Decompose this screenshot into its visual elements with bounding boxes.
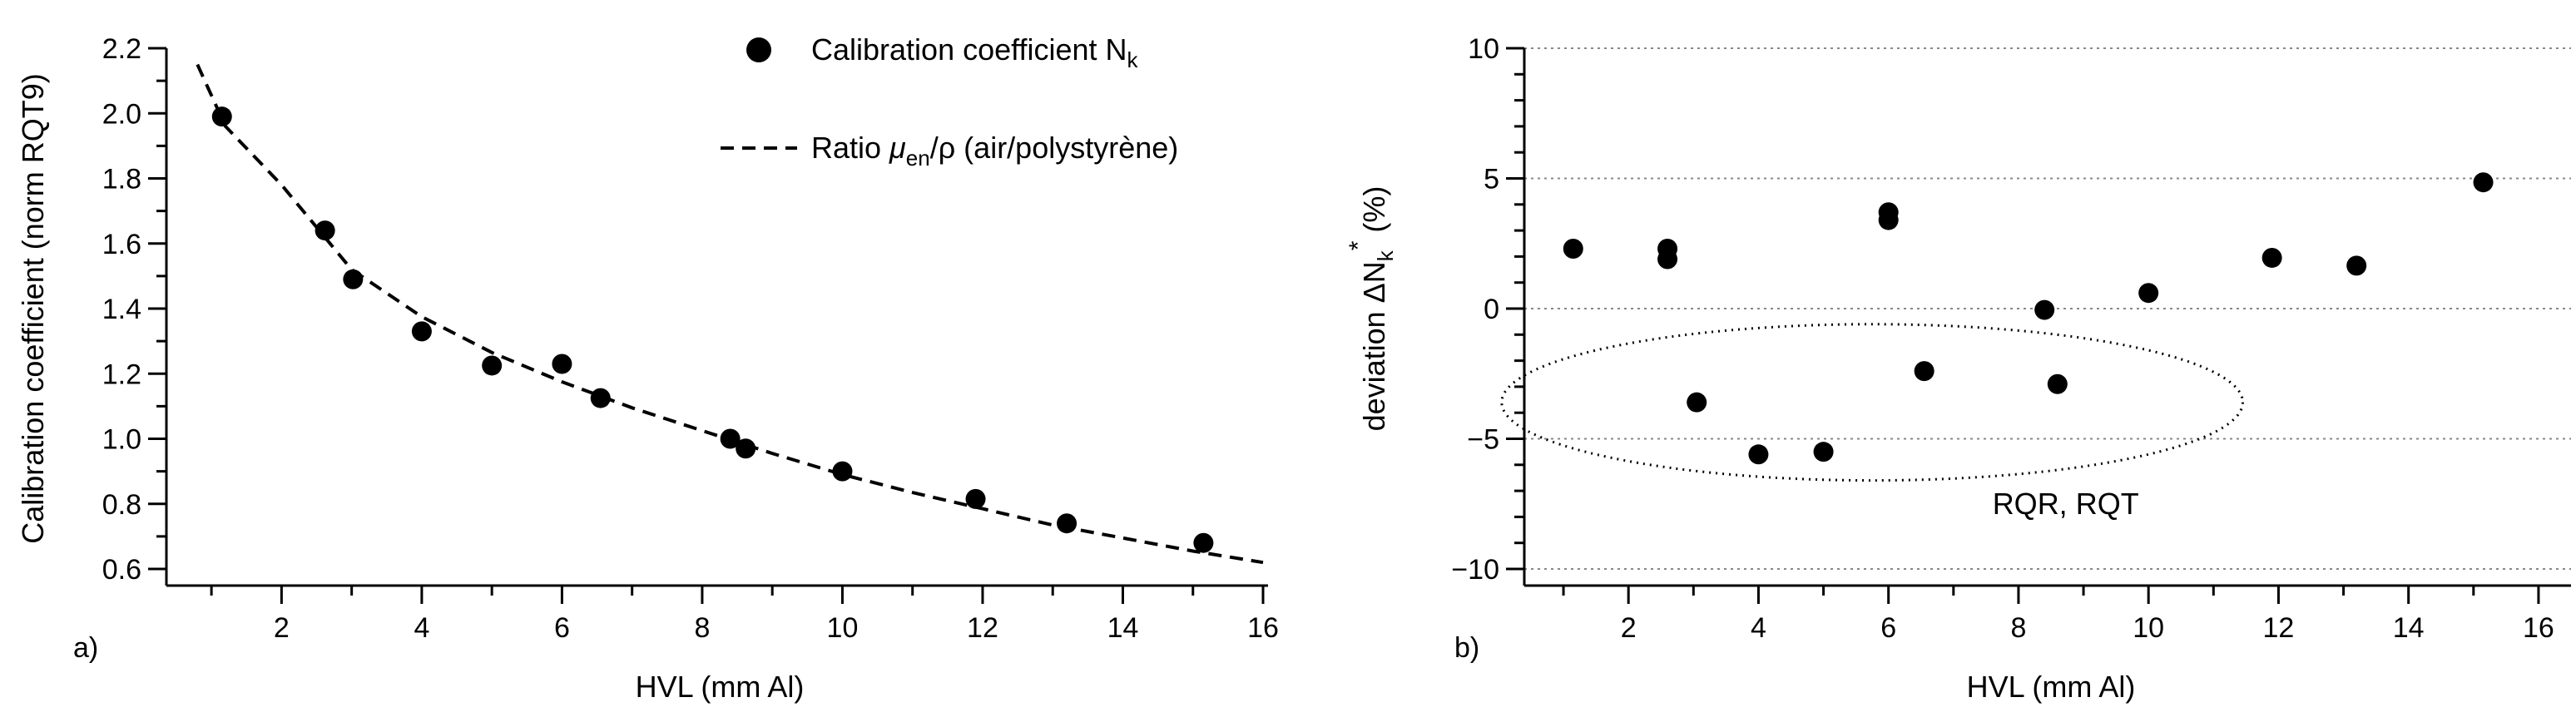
panel-a: 2 4 6 8 10 12 14 160.60.81.01.21.41.61.82.02.2 … xyxy=(16,32,1279,704)
deviation-point xyxy=(2138,283,2159,304)
calibration-point xyxy=(832,461,853,482)
panel-b-axes: 2 4 6 8 10 12 14 16 −10 −5 0 5 10 xyxy=(1451,33,2571,644)
panel-a-y-tick-label: 1.8 xyxy=(102,164,141,195)
panel-a-x-tick-label: 2 xyxy=(274,612,290,644)
calibration-point xyxy=(590,388,611,408)
calibration-point xyxy=(482,355,503,376)
panel-b-x-tick-label: 4 xyxy=(1751,612,1766,644)
panel-b-x-tick-label: 16 xyxy=(2523,612,2554,644)
deviation-point xyxy=(2261,247,2282,268)
panel-a-x-tick-label: 4 xyxy=(414,612,429,644)
deviation-point xyxy=(2346,255,2367,276)
panel-b-x-axis-title: HVL (mm Al) xyxy=(1967,670,2136,704)
panel-b-x-tick-label: 14 xyxy=(2393,612,2425,644)
panel-b-label: b) xyxy=(1454,632,1479,664)
panel-b-y-tick-label: −10 xyxy=(1451,554,1499,586)
panel-a-axes: 2 4 6 8 10 12 14 16 0.6 0.8 1.0 1.2 1.4 1.6 1.8 2.0 2.2 xyxy=(102,33,1279,644)
panel-b-x-tick-label: 10 xyxy=(2133,612,2164,644)
deviation-point xyxy=(1563,239,1583,260)
deviation-point xyxy=(1813,442,1834,462)
panel-a-y-tick-label: 1.6 xyxy=(102,229,141,260)
calibration-point xyxy=(720,428,741,449)
panel-a-x-tick-label: 8 xyxy=(694,612,710,644)
deviation-point xyxy=(2047,373,2068,394)
calibration-point xyxy=(736,438,756,459)
panel-b-y-tick-label: 10 xyxy=(1468,33,1499,65)
panel-b-y-tick-label: −5 xyxy=(1467,424,1499,456)
annotation-ellipse xyxy=(1500,323,2244,482)
annotation-label: RQR, RQT xyxy=(1993,487,2139,521)
deviation-point xyxy=(2034,299,2055,320)
calibration-point xyxy=(552,354,572,374)
panel-a-x-tick-label: 12 xyxy=(967,612,998,644)
panel-a-y-tick-label: 0.8 xyxy=(102,489,141,521)
panel-b-y-axis-title: deviation ΔNk* (%) xyxy=(1345,186,1398,432)
panel-a-label: a) xyxy=(73,632,98,664)
panel-b-y-tick-label: 5 xyxy=(1484,164,1499,195)
panel-a-y-tick-label: 2.2 xyxy=(102,33,141,65)
panel-a-x-axis-title: HVL (mm Al) xyxy=(636,670,805,704)
panel-b-y-tick-label: 0 xyxy=(1484,294,1499,325)
deviation-point xyxy=(2473,172,2494,193)
legend-label-ratio: Ratio μen/ρ (air/polystyrène) xyxy=(811,131,1178,171)
panel-a-x-tick-label: 16 xyxy=(1247,612,1279,644)
panel-a-x-tick-label: 10 xyxy=(827,612,859,644)
panel-b-x-tick-label: 12 xyxy=(2263,612,2295,644)
panel-a-x-tick-label: 14 xyxy=(1107,612,1139,644)
ratio-curve xyxy=(196,63,1264,565)
panel-b: 2 4 6 8 10 12 14 16 −10 −5 0 5 10 HVL (mm Al) deviat… xyxy=(1345,33,2571,704)
calibration-point xyxy=(1057,513,1077,534)
panel-a-y-tick-label: 2.0 xyxy=(102,98,141,130)
calibration-point xyxy=(343,269,364,289)
panel-b-x-tick-label: 6 xyxy=(1880,612,1896,644)
calibration-point xyxy=(211,106,232,127)
panel-b-x-tick-label: 8 xyxy=(2010,612,2026,644)
calibration-point xyxy=(965,488,986,509)
deviation-point xyxy=(1914,361,1934,382)
panel-a-y-tick-label: 1.0 xyxy=(102,424,141,456)
panel-a-y-tick-label: 0.6 xyxy=(102,554,141,586)
panel-a-y-axis-title: Calibration coefficient (norm RQT9) xyxy=(16,73,50,544)
panel-a-x-tick-label: 6 xyxy=(554,612,570,644)
deviation-point xyxy=(1687,392,1707,413)
legend-label-calibration: Calibration coefficient Nk xyxy=(811,32,1139,72)
calibration-point xyxy=(1193,532,1214,553)
panel-a-y-tick-label: 1.2 xyxy=(102,359,141,390)
calibration-point xyxy=(315,220,335,241)
panel-a-y-tick-label: 1.4 xyxy=(102,294,141,325)
panel-b-x-tick-label: 2 xyxy=(1621,612,1637,644)
calibration-point xyxy=(411,321,432,342)
deviation-point xyxy=(1878,210,1899,230)
deviation-point xyxy=(1657,249,1678,270)
deviation-point xyxy=(1748,444,1769,465)
legend-marker-calibration xyxy=(746,37,771,62)
panel-a-legend: Calibration coefficient Nk Ratio μen/ρ (… xyxy=(721,32,1178,171)
